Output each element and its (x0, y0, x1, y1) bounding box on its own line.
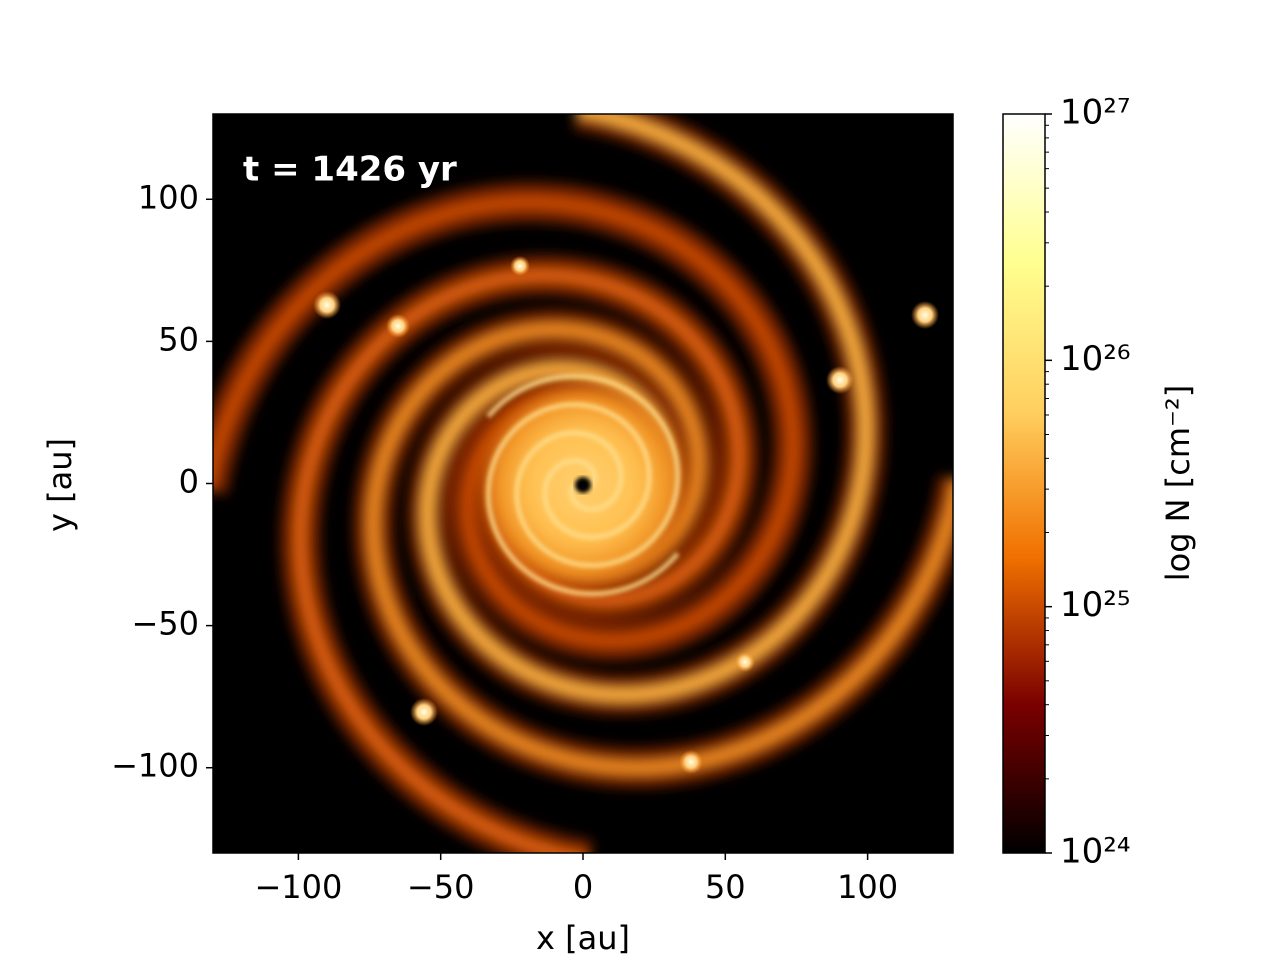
image (213, 114, 953, 853)
y-axis-label: y [au] (41, 438, 79, 532)
colorbar-label: log N [cm⁻²] (1159, 385, 1197, 582)
y-tick-label: 50 (158, 320, 199, 358)
x-tick-label: −100 (254, 868, 342, 906)
x-tick-label: 100 (837, 868, 898, 906)
colorbar-tick-label: 10²⁷ (1060, 93, 1131, 133)
y-tick-label: −50 (131, 605, 199, 643)
colorbar-tick-label: 10²⁵ (1060, 585, 1131, 625)
x-tick-label: 50 (705, 868, 746, 906)
spiral-ring (486, 373, 681, 568)
x-axis-label: x [au] (536, 919, 630, 957)
annotation: t = 1426 yr (243, 150, 457, 190)
y-tick-label: 0 (179, 463, 199, 501)
y-tick-label: 100 (138, 178, 199, 216)
colorbar-tick-label: 10²⁶ (1060, 339, 1131, 379)
x-tick-label: 0 (573, 868, 593, 906)
colorbar (1002, 113, 1046, 854)
colorbar-tick-label: 10²⁴ (1060, 832, 1131, 872)
y-tick-label: −100 (111, 747, 199, 785)
x-tick-label: −50 (407, 868, 475, 906)
spiral-ring (485, 402, 680, 597)
